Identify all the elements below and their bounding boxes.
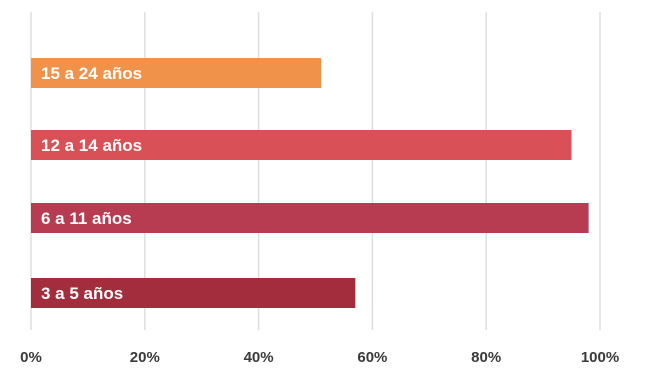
x-tick-label: 80% — [471, 349, 501, 366]
bar — [31, 130, 572, 160]
bar — [31, 203, 589, 233]
x-tick-label: 40% — [244, 349, 274, 366]
x-tick-label: 100% — [581, 349, 619, 366]
bar — [31, 278, 356, 308]
bars — [31, 58, 589, 308]
bar-category-label: 3 a 5 años — [41, 284, 123, 303]
x-axis-ticks: 0% 20% 40% 60% 80% 100% — [20, 349, 619, 366]
bar-category-label: 6 a 11 años — [41, 209, 132, 228]
bar-category-label: 15 a 24 años — [41, 64, 142, 83]
bar-labels: 15 a 24 años 12 a 14 años 6 a 11 años 3 a 5… — [41, 64, 142, 303]
x-tick-label: 60% — [357, 349, 387, 366]
x-tick-label: 20% — [130, 349, 160, 366]
bar — [31, 58, 322, 88]
bar-category-label: 12 a 14 años — [41, 136, 142, 155]
x-tick-label: 0% — [20, 349, 42, 366]
